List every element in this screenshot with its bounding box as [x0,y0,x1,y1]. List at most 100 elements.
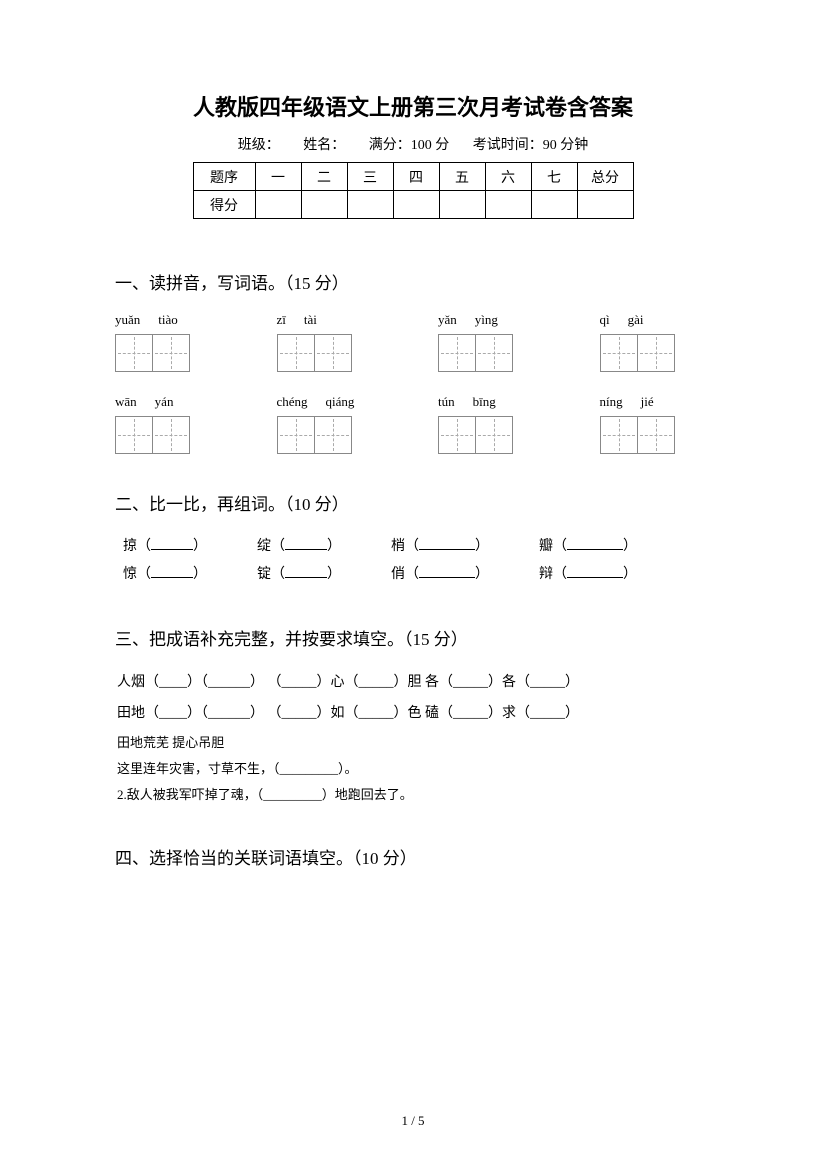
char-box [600,416,638,454]
pinyin-row: wān yán chéng qiáng tún bīng níng jié [115,394,711,410]
compare-row: 惊（） 锭（） 俏（） 辩（） [123,561,711,589]
char-box [475,334,513,372]
idiom-text: 这里连年灾害，寸草不生，（_________）。 [117,756,711,782]
section4-title: 四、选择恰当的关联词语填空。（10 分） [115,844,711,869]
cell: 得分 [193,191,255,219]
char-box-row [115,416,711,454]
char-box-row [115,334,711,372]
char-box-pair [438,416,550,454]
name-label: 姓名： [303,138,345,153]
cell: 七 [531,163,577,191]
pinyin: zī [277,312,286,328]
char-box-pair [115,334,227,372]
cell [485,191,531,219]
cell [347,191,393,219]
pinyin-group: yuǎn tiào [115,312,227,328]
char: 惊 [123,567,137,582]
blank [285,564,327,578]
idiom-line: 田地（____）（______） （_____）如（_____）色 磕（____… [117,699,711,730]
char-box-pair [277,334,389,372]
pinyin: jié [641,394,654,410]
blank [567,536,623,550]
cell: 六 [485,163,531,191]
char-box [152,334,190,372]
pinyin-group: zī tài [277,312,389,328]
char-box-pair [438,334,550,372]
section3-title: 三、把成语补充完整，并按要求填空。（15 分） [115,625,711,650]
char: 梢 [391,539,405,554]
pinyin-group: níng jié [600,394,712,410]
score-table: 题序 一 二 三 四 五 六 七 总分 得分 [193,162,634,219]
compare-item: 绽（） [257,533,341,561]
pinyin: yán [155,394,174,410]
pinyin: qiáng [326,394,355,410]
pinyin-row: yuǎn tiào zī tài yǎn yìng qì gài [115,312,711,328]
pinyin: níng [600,394,623,410]
idiom-line: 人烟（____）（______） （_____）心（_____）胆 各（____… [117,668,711,699]
char: 辩 [539,567,553,582]
cell [301,191,347,219]
pinyin-group: yǎn yìng [438,312,550,328]
char-box [600,334,638,372]
compare-item: 惊（） [123,561,207,589]
cell: 题序 [193,163,255,191]
pinyin-group: wān yán [115,394,227,410]
char-box [314,416,352,454]
fullscore-label: 满分：100 分 [369,138,450,153]
char-box-pair [600,334,712,372]
exam-info: 班级： 姓名： 满分：100 分 考试时间：90 分钟 [115,134,711,154]
char-box-pair [600,416,712,454]
char-box [637,334,675,372]
pinyin-group: tún bīng [438,394,550,410]
compare-item: 锭（） [257,561,341,589]
idiom-text: 田地荒芜 提心吊胆 [117,730,711,756]
pinyin: tài [304,312,317,328]
pinyin: tún [438,394,455,410]
blank [285,536,327,550]
blank [419,564,475,578]
char-box-pair [115,416,227,454]
section1-title: 一、读拼音，写词语。（15 分） [115,269,711,294]
time-label: 考试时间：90 分钟 [473,138,589,153]
char-box [637,416,675,454]
cell [577,191,633,219]
char-box [152,416,190,454]
char: 瓣 [539,539,553,554]
char-box [115,334,153,372]
cell: 二 [301,163,347,191]
pinyin-group: chéng qiáng [277,394,389,410]
blank [151,564,193,578]
cell: 五 [439,163,485,191]
cell: 总分 [577,163,633,191]
cell [255,191,301,219]
cell [531,191,577,219]
compare-row: 掠（） 绽（） 梢（） 瓣（） [123,533,711,561]
char-box [314,334,352,372]
compare-item: 俏（） [391,561,489,589]
pinyin: wān [115,394,137,410]
blank [567,564,623,578]
blank [151,536,193,550]
char-box [115,416,153,454]
pinyin: gài [628,312,644,328]
pinyin: yuǎn [115,312,140,328]
exam-title: 人教版四年级语文上册第三次月考试卷含答案 [115,90,711,122]
char: 俏 [391,567,405,582]
pinyin: bīng [473,394,496,410]
compare-item: 瓣（） [539,533,637,561]
blank [419,536,475,550]
cell: 一 [255,163,301,191]
char-box [475,416,513,454]
compare-item: 梢（） [391,533,489,561]
page-footer: 1 / 5 [0,1113,826,1129]
char-box-pair [277,416,389,454]
section2-title: 二、比一比，再组词。（10 分） [115,490,711,515]
pinyin: qì [600,312,610,328]
cell [393,191,439,219]
pinyin: chéng [277,394,308,410]
cell: 四 [393,163,439,191]
char: 绽 [257,539,271,554]
table-row: 得分 [193,191,633,219]
char-box [277,416,315,454]
cell: 三 [347,163,393,191]
